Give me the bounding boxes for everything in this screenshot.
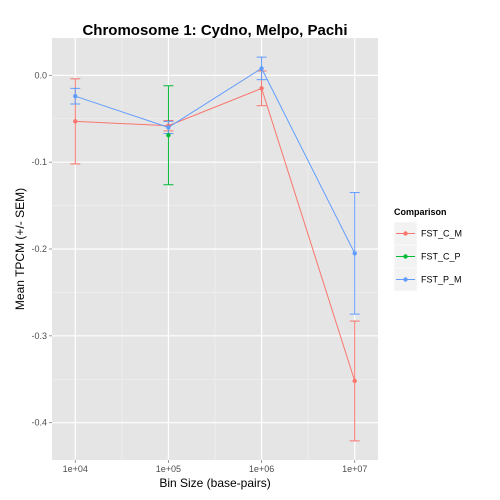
x-tick-label: 1e+04 [63, 464, 88, 474]
x-axis-title: Bin Size (base-pairs) [159, 476, 270, 490]
x-tick-label: 1e+07 [342, 464, 367, 474]
legend-title: Comparison [394, 207, 447, 217]
point-fst-c-m [73, 119, 78, 124]
legend-label-fst-c-m: FST_C_M [421, 229, 462, 239]
legend-point-fst-c-m [403, 231, 408, 236]
series-lines [75, 67, 356, 382]
legend-point-fst-c-p [403, 254, 408, 259]
y-tick-label: -0.4 [31, 418, 47, 428]
legend-label-fst-p-m: FST_P_M [421, 275, 462, 285]
x-tick-label: 1e+05 [156, 464, 181, 474]
point-fst-p-m [166, 125, 171, 130]
series-points [73, 66, 357, 384]
point-fst-c-p [166, 133, 171, 138]
chart-title: Chromosome 1: Cydno, Melpo, Pachi [82, 22, 347, 39]
series-line-fst-p-m [75, 67, 356, 254]
point-fst-c-m [259, 86, 264, 91]
y-axis: 0.0 -0.1 -0.2 -0.3 -0.4 [31, 70, 52, 428]
y-axis-title: Mean TPCM (+/- SEM) [13, 188, 27, 310]
point-fst-c-m [352, 378, 357, 384]
y-tick-label: -0.1 [31, 157, 47, 167]
x-tick-label: 1e+06 [249, 464, 274, 474]
series-line-fst-c-m [75, 87, 356, 382]
y-tick-label: -0.2 [31, 244, 47, 254]
x-axis: 1e+04 1e+05 1e+06 1e+07 [63, 460, 367, 474]
point-fst-p-m [352, 251, 357, 256]
point-fst-p-m [73, 93, 78, 99]
y-tick-label: -0.3 [31, 331, 47, 341]
legend-point-fst-p-m [403, 277, 408, 282]
y-tick-label: 0.0 [34, 70, 47, 80]
legend-label-fst-c-p: FST_C_P [421, 252, 461, 262]
point-fst-p-m [259, 66, 264, 71]
major-grid [52, 38, 378, 460]
legend: Comparison FST_C_M FST_C_P FST_P_M [393, 207, 462, 292]
